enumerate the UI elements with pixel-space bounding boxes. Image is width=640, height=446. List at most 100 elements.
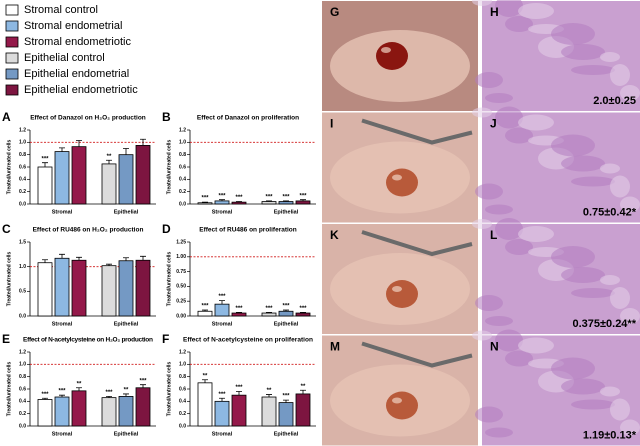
histology-caption: 2.0±0.25 bbox=[593, 95, 636, 107]
histology-texture bbox=[620, 308, 640, 324]
bar bbox=[118, 154, 134, 205]
significance-label: *** bbox=[235, 195, 243, 201]
error-bar bbox=[236, 391, 242, 396]
histology-texture bbox=[600, 52, 620, 62]
bar bbox=[214, 200, 230, 205]
legend-swatch bbox=[5, 84, 19, 96]
significance-label: *** bbox=[282, 394, 290, 400]
y-tick-label: 0.0 bbox=[19, 423, 26, 429]
histology-texture bbox=[551, 246, 595, 268]
y-tick-label: 0.6 bbox=[19, 164, 26, 170]
y-tick-label: 0.2 bbox=[19, 189, 26, 195]
histology-texture bbox=[571, 399, 615, 410]
y-tick-label: 0.8 bbox=[19, 374, 26, 380]
bar bbox=[54, 396, 70, 427]
bar bbox=[135, 145, 151, 205]
histology-texture bbox=[495, 329, 523, 352]
y-tick-label: 1.2 bbox=[19, 349, 26, 355]
error-bar bbox=[300, 199, 306, 201]
y-axis-label: Treated/untreated cells bbox=[6, 140, 12, 195]
forceps bbox=[361, 341, 473, 368]
histology-texture bbox=[610, 398, 630, 421]
histology-texture bbox=[561, 267, 605, 283]
y-tick-label: 0.50 bbox=[176, 284, 186, 290]
chart-title: Effect of Danazol on proliferation bbox=[197, 115, 299, 122]
histology-texture bbox=[485, 316, 513, 326]
chart-title: Effect of Danazol on H₂O₂ production bbox=[30, 115, 146, 122]
histology-texture bbox=[472, 0, 492, 6]
error-bar bbox=[42, 397, 48, 400]
histology-texture bbox=[472, 330, 492, 341]
significance-label: ** bbox=[124, 388, 129, 394]
photo-lesion bbox=[376, 42, 408, 70]
error-bar bbox=[202, 379, 208, 383]
significance-label: *** bbox=[139, 378, 147, 384]
bar bbox=[278, 402, 294, 427]
histology-caption: 0.375±0.24** bbox=[572, 318, 636, 330]
error-bar bbox=[140, 138, 146, 146]
forceps bbox=[361, 230, 473, 257]
y-tick-label: 1.5 bbox=[19, 239, 26, 245]
legend-label: Epithelial endometrial bbox=[24, 68, 129, 80]
histology-texture bbox=[561, 378, 605, 395]
bar bbox=[37, 166, 53, 205]
error-bar bbox=[76, 140, 82, 147]
histology-texture bbox=[495, 218, 523, 240]
bar bbox=[231, 394, 247, 427]
histology-texture bbox=[551, 23, 595, 45]
chart-title: Effect of N-acetylcysteine on H₂O₂ produ… bbox=[23, 337, 153, 344]
bar bbox=[197, 202, 213, 205]
y-tick-label: 0.4 bbox=[19, 399, 26, 405]
error-bar bbox=[76, 387, 82, 391]
histology-caption: 1.19±0.13* bbox=[583, 429, 637, 441]
y-tick-label: 0.4 bbox=[179, 399, 186, 405]
histology-texture bbox=[561, 44, 605, 60]
significance-label: *** bbox=[218, 193, 226, 199]
histology-texture bbox=[571, 288, 615, 298]
error-bar bbox=[283, 200, 289, 202]
panel-letter: K bbox=[330, 228, 339, 242]
y-tick-label: 0.8 bbox=[179, 374, 186, 380]
panel-letter: A bbox=[2, 110, 11, 124]
bar bbox=[71, 259, 87, 317]
histology-texture bbox=[610, 64, 630, 86]
y-tick-label: 0.2 bbox=[179, 189, 186, 195]
significance-label: *** bbox=[299, 306, 307, 312]
histology-texture bbox=[475, 72, 503, 88]
y-tick-label: 1.25 bbox=[176, 239, 186, 245]
bar bbox=[261, 396, 277, 427]
legend-label: Epithelial control bbox=[24, 52, 105, 64]
error-bar bbox=[300, 389, 306, 394]
y-tick-label: 0.0 bbox=[19, 313, 26, 319]
histology-texture bbox=[518, 226, 554, 242]
histology-texture bbox=[495, 106, 523, 129]
photo-lesion bbox=[386, 280, 418, 308]
group-label: Epithelial bbox=[114, 209, 139, 215]
panel-letter: I bbox=[330, 117, 333, 131]
bar bbox=[118, 395, 134, 427]
error-bar bbox=[123, 393, 129, 397]
y-tick-label: 1.2 bbox=[19, 127, 26, 133]
group-label: Stromal bbox=[212, 209, 233, 215]
histology-texture bbox=[600, 163, 620, 174]
error-bar bbox=[300, 312, 306, 314]
photo-lesion bbox=[386, 391, 418, 420]
y-axis-label: Treated/untreated cells bbox=[6, 362, 12, 417]
error-bar bbox=[42, 162, 48, 167]
y-tick-label: 0.25 bbox=[176, 299, 186, 305]
error-bar bbox=[266, 394, 272, 398]
y-tick-label: 0.4 bbox=[19, 177, 26, 183]
panel-letter: D bbox=[162, 222, 171, 236]
y-axis-label: Treated/untreated cells bbox=[166, 252, 172, 307]
y-tick-label: 0.4 bbox=[179, 177, 186, 183]
photo-highlight bbox=[392, 286, 402, 292]
bar bbox=[231, 312, 247, 317]
y-axis-label: Treated/untreated cells bbox=[166, 362, 172, 417]
y-tick-label: 0.0 bbox=[179, 201, 186, 207]
significance-label: *** bbox=[41, 156, 49, 162]
significance-label: ** bbox=[107, 154, 112, 160]
significance-label: *** bbox=[201, 304, 209, 310]
histology-texture bbox=[475, 295, 503, 311]
panel-letter: F bbox=[162, 332, 169, 346]
y-tick-label: 1.0 bbox=[179, 362, 186, 368]
